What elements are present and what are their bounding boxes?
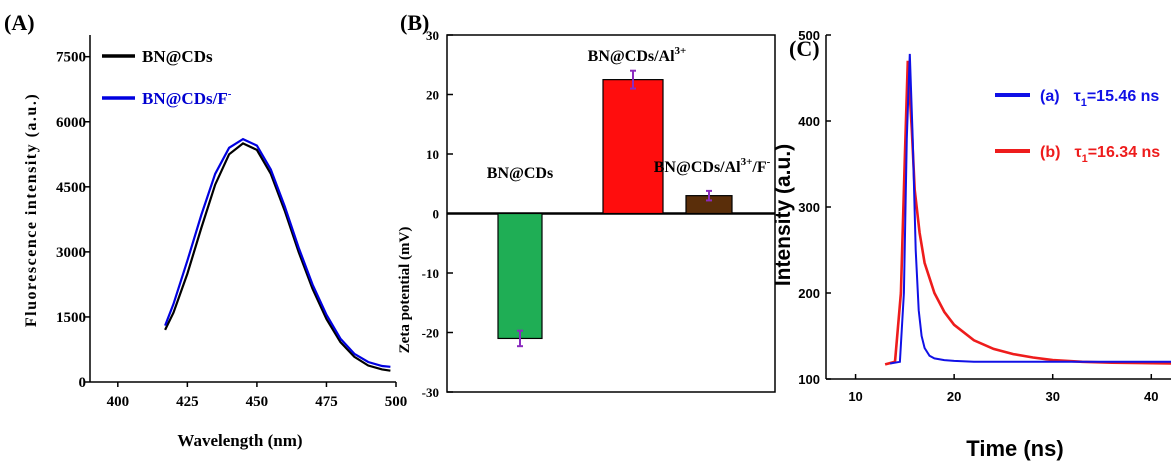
panel-a-x-tick-label: 475 — [315, 394, 338, 410]
panel-c: (C) 100 200 300 400 500 10 20 30 40 Time (ns) Inten… — [772, 28, 1171, 461]
panel-c-series-line — [884, 60, 1171, 366]
category-label-superscript: 3+ — [741, 156, 753, 168]
legend-label-text: BN@CDs/F — [142, 89, 228, 108]
panel-b-bar — [497, 212, 543, 340]
panel-b-y-tick-label: 20 — [426, 88, 439, 103]
panel-a-x-tick-label: 450 — [246, 394, 269, 410]
panel-a-x-axis-title: Wavelength (nm) — [177, 431, 302, 450]
panel-c-label: (C) — [789, 36, 820, 61]
category-label-tail: /F — [751, 159, 766, 176]
legend-tau-value: =16.34 ns — [1088, 144, 1161, 161]
legend-tau-value: =15.46 ns — [1087, 88, 1160, 105]
legend-label-superscript: - — [228, 88, 232, 100]
panel-b-y-tick-label: -10 — [422, 266, 439, 281]
panel-a-y-tick-label: 1500 — [56, 310, 86, 326]
panel-c-y-tick-label: 500 — [798, 28, 820, 43]
panel-a-x-tick-label: 400 — [107, 394, 130, 410]
category-label-superscript: 3+ — [675, 45, 687, 57]
panel-b-category-label: BN@CDs — [487, 165, 553, 182]
panel-b-y-axis-title: Zeta potential (mV) — [397, 227, 413, 354]
category-label-text: BN@CDs — [487, 165, 553, 182]
panel-b-label: (B) — [400, 10, 429, 35]
legend-tau-symbol: τ — [1074, 88, 1081, 105]
panel-c-x-tick-label: 30 — [1045, 389, 1059, 404]
panel-c-y-tick-label: 100 — [798, 372, 820, 387]
panel-a-series-line — [164, 142, 391, 372]
panel-c-x-tick-label: 10 — [848, 389, 862, 404]
legend-series-name: (a) — [1040, 88, 1060, 105]
panel-a-y-tick-label: 7500 — [56, 50, 86, 66]
legend-tau-subscript: 1 — [1081, 97, 1087, 109]
panel-b-category-label: BN@CDs/Al3+/F- — [654, 156, 771, 176]
panel-c-y-tick-label: 200 — [798, 286, 820, 301]
panel-c-x-axis-title: Time (ns) — [966, 436, 1063, 461]
panel-a-x-tick-label: 500 — [385, 394, 408, 410]
panel-b-y-tick-label: 10 — [426, 147, 439, 162]
panel-c-series-line — [889, 53, 1171, 365]
panel-a-y-tick-label: 3000 — [56, 245, 86, 261]
legend-tau-subscript: 1 — [1082, 153, 1088, 165]
panel-b-y-tick-label: 30 — [426, 28, 439, 43]
panel-a-legend-label: BN@CDs/F- — [142, 88, 232, 108]
legend-tau-symbol: τ — [1074, 144, 1081, 161]
category-label-tail-superscript: - — [767, 156, 771, 168]
panel-b: (B) -30 -20 -10 0 10 20 30 Zeta potential (mV) BN… — [397, 10, 776, 400]
panel-c-x-tick-label: 20 — [947, 389, 961, 404]
panel-c-y-tick-label: 300 — [798, 200, 820, 215]
panel-b-bar — [602, 79, 664, 215]
panel-b-y-tick-label: -20 — [422, 326, 439, 341]
panel-b-y-tick-label: 0 — [433, 207, 440, 222]
panel-c-y-tick-label: 400 — [798, 114, 820, 129]
panel-a-x-tick-label: 425 — [176, 394, 199, 410]
panel-a-y-tick-label: 0 — [79, 375, 87, 391]
panel-a-series-line — [164, 137, 391, 368]
panel-b-y-tick-label: -30 — [422, 385, 439, 400]
category-label-text: BN@CDs/Al — [654, 159, 741, 176]
legend-series-name: (b) — [1040, 144, 1060, 161]
legend-label-text: BN@CDs — [142, 47, 213, 66]
panel-c-legend-label: (b) τ1=16.34 ns — [1040, 144, 1160, 165]
category-label-text: BN@CDs/Al — [588, 48, 675, 65]
panel-b-category-label: BN@CDs/Al3+ — [588, 45, 687, 65]
panel-a-label: (A) — [4, 10, 35, 35]
panel-a-legend-label: BN@CDs — [142, 47, 213, 66]
panel-a-y-axis-title: Fluorescence intensity (a.u.) — [23, 93, 40, 327]
panel-c-legend-label: (a) τ1=15.46 ns — [1040, 88, 1159, 109]
panel-a-y-tick-label: 4500 — [56, 180, 86, 196]
panel-c-y-axis-title: Intensity (a.u.) — [772, 144, 795, 286]
panel-a-y-tick-label: 6000 — [56, 115, 86, 131]
panel-c-x-tick-label: 40 — [1144, 389, 1158, 404]
panel-a: (A) 0 1500 3000 4500 6000 7500 400 425 450 475 500 W… — [4, 10, 407, 450]
